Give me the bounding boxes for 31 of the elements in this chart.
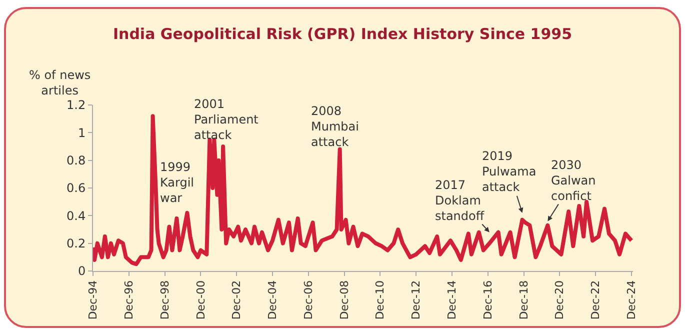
x-tick-label: Dec-20 — [553, 280, 566, 320]
y-tick-label: 0.8 — [66, 154, 86, 168]
annotation: 2008 Mumbai attack — [311, 104, 359, 150]
x-tick-label: Dec-22 — [589, 280, 602, 320]
annotation: 2030 Galwan confict — [551, 158, 596, 204]
y-tick-label: 0.4 — [66, 208, 86, 223]
x-tick-label: Dec-04 — [266, 280, 280, 320]
x-tick-label: Dec-00 — [194, 280, 208, 320]
y-tick-label: 0 — [78, 264, 86, 278]
x-tick-label: Dec-24 — [625, 280, 638, 320]
x-tick-label: Dec-02 — [230, 280, 244, 320]
y-tick-label: 0.2 — [66, 236, 86, 251]
line-series — [93, 114, 633, 266]
x-tick-label: Dec-98 — [158, 280, 172, 320]
x-tick-label: Dec-96 — [122, 280, 136, 320]
x-tick-label: Dec-10 — [374, 280, 387, 320]
y-tick-label: 1 — [78, 126, 86, 140]
chart-title: India Geopolitical Risk (GPR) Index History Since 1995 — [112, 24, 572, 43]
annotation: 2019 Pulwama attack — [482, 149, 536, 194]
x-tick-label: Dec-06 — [302, 280, 315, 320]
annotation: 1999 Kargil war — [160, 160, 194, 206]
x-tick-label: Dec-14 — [446, 280, 459, 320]
x-tick-label: Dec-16 — [481, 280, 494, 320]
x-tick-label: Dec-08 — [338, 280, 351, 320]
y-tick-label: 0.6 — [66, 181, 86, 196]
annotation: 2001 Parliament attack — [194, 97, 259, 142]
y-axis-title: % of news artiles — [29, 68, 91, 98]
y-tick-label: 1.2 — [66, 98, 86, 112]
x-tick-label: Dec-18 — [517, 280, 530, 320]
x-tick-label: Dec-94 — [86, 280, 100, 320]
x-tick-label: Dec-12 — [410, 280, 423, 320]
